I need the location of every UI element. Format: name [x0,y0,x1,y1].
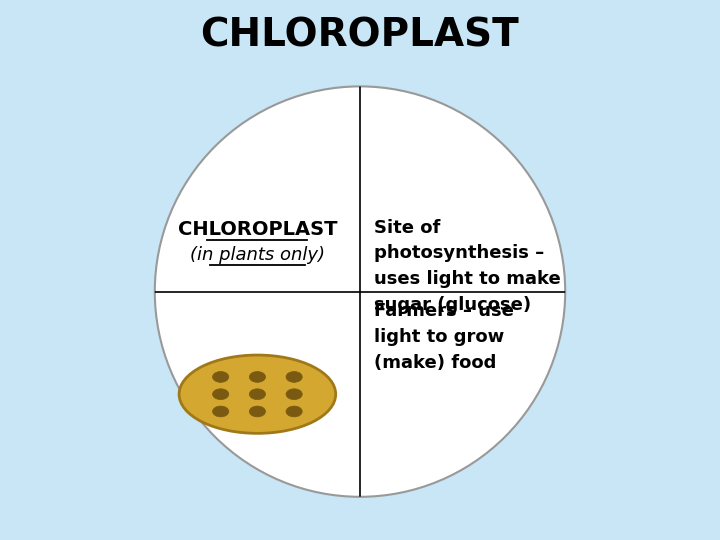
Text: Farmers – use
light to grow
(make) food: Farmers – use light to grow (make) food [374,302,513,372]
Ellipse shape [249,389,266,400]
Ellipse shape [286,406,302,417]
Ellipse shape [249,406,266,417]
Text: CHLOROPLAST: CHLOROPLAST [178,220,337,239]
Ellipse shape [286,372,302,382]
Text: CHLOROPLAST: CHLOROPLAST [201,16,519,54]
Ellipse shape [286,389,302,400]
Text: (in plants only): (in plants only) [190,246,325,265]
Text: Site of
photosynthesis –
uses light to make
sugar (glucose): Site of photosynthesis – uses light to m… [374,219,560,314]
Ellipse shape [212,406,229,417]
Ellipse shape [249,372,266,382]
Ellipse shape [212,372,229,382]
Circle shape [155,86,565,497]
Ellipse shape [179,355,336,433]
Ellipse shape [212,389,229,400]
